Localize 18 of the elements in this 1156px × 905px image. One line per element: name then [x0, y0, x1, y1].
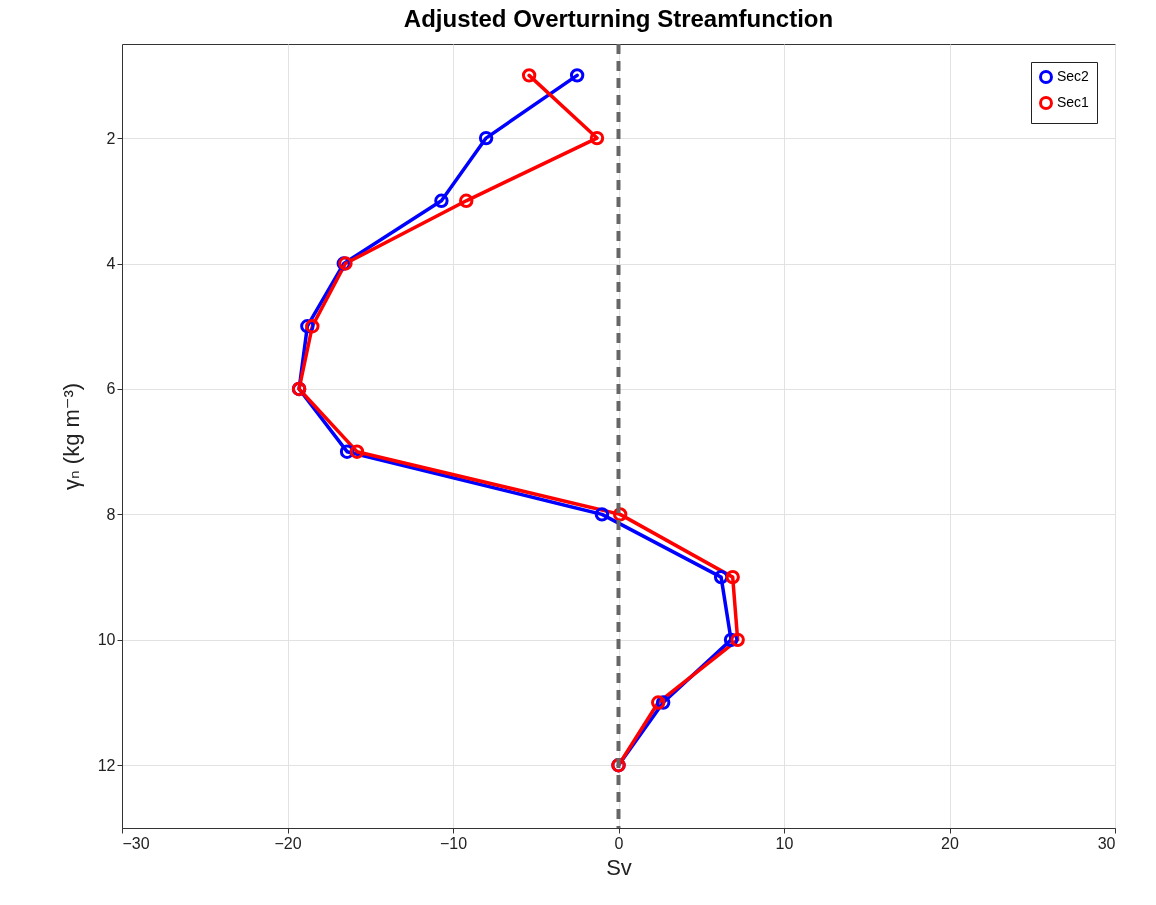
y-tick-label: 4	[106, 255, 116, 273]
y-tick-label: 6	[106, 380, 116, 398]
x-tick-label: 0	[614, 834, 624, 852]
y-tick-label: 8	[106, 505, 116, 523]
x-axis-title: Sv	[606, 854, 632, 880]
x-tick-label: 30	[1097, 834, 1116, 852]
y-tick-label: 10	[97, 631, 116, 649]
x-tick-label: −30	[122, 834, 150, 852]
chart-title: Adjusted Overturning Streamfunction	[403, 5, 834, 32]
y-axis-title: γₙ (kg m⁻³)	[58, 382, 84, 491]
x-tick-label: 10	[775, 834, 794, 852]
y-tick-label: 2	[106, 129, 116, 147]
x-tick-label: 20	[941, 834, 959, 852]
legend-label: Sec2	[1057, 68, 1090, 84]
x-tick-label: −10	[439, 834, 468, 852]
y-tick-label: 12	[97, 756, 116, 774]
legend-label: Sec1	[1057, 94, 1090, 110]
x-tick-label: −20	[274, 834, 302, 852]
